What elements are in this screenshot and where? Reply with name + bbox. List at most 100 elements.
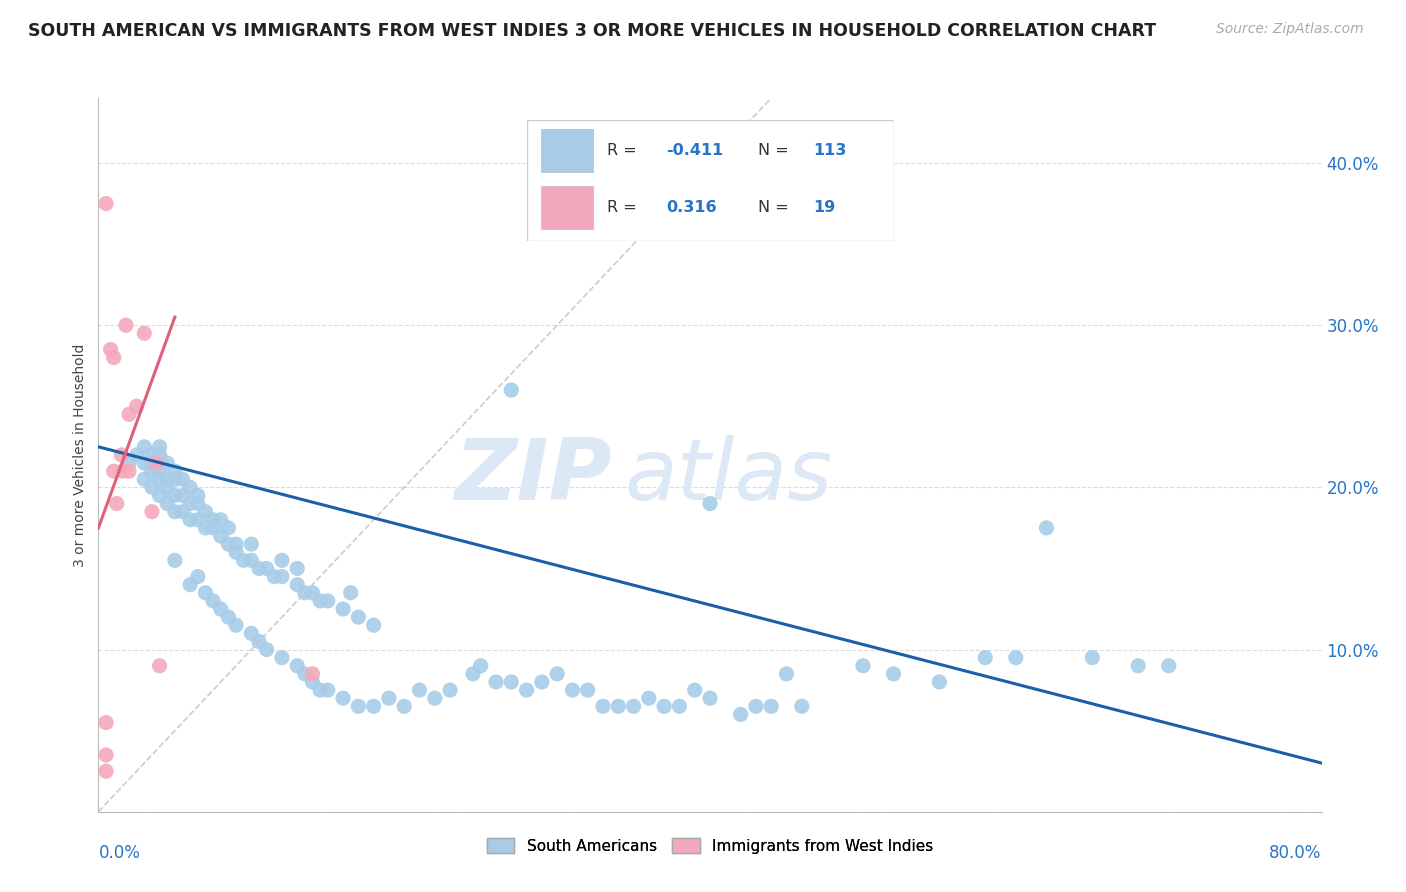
Point (194, 505, 217, 519)
Point (759, 699, 782, 714)
Point (187, 497, 209, 511)
Point (111, 464, 134, 478)
Point (163, 488, 186, 502)
Point (347, 699, 370, 714)
Point (194, 521, 217, 535)
Point (209, 513, 232, 527)
Point (103, 351, 125, 365)
Point (256, 642, 278, 657)
Point (883, 666, 905, 681)
Point (301, 675, 323, 690)
Point (209, 602, 232, 616)
Point (285, 577, 308, 591)
Point (163, 464, 186, 478)
Point (156, 480, 179, 494)
Point (316, 594, 339, 608)
Point (408, 683, 430, 698)
Point (172, 488, 194, 502)
Point (156, 456, 179, 470)
Point (141, 464, 163, 478)
Point (270, 553, 292, 567)
Point (103, 464, 125, 478)
Point (470, 658, 492, 673)
Point (363, 699, 385, 714)
Point (1128, 658, 1150, 673)
Point (485, 675, 508, 690)
Point (546, 666, 568, 681)
Point (172, 505, 194, 519)
Point (156, 472, 179, 486)
Point (187, 488, 209, 502)
Point (187, 513, 209, 527)
Point (94, 715, 117, 730)
Point (256, 561, 278, 575)
Point (623, 699, 645, 714)
Point (1004, 650, 1026, 665)
Point (172, 472, 194, 486)
Point (775, 666, 797, 681)
Point (790, 699, 813, 714)
Point (118, 408, 141, 422)
Point (652, 699, 675, 714)
Point (94, 764, 117, 779)
Point (149, 658, 172, 673)
Point (316, 683, 339, 698)
Point (141, 505, 163, 519)
Point (217, 610, 239, 624)
Point (125, 448, 148, 462)
Point (516, 683, 538, 698)
Point (194, 586, 217, 600)
Point (301, 666, 323, 681)
Point (392, 699, 416, 714)
Point (163, 472, 186, 486)
Point (179, 513, 201, 527)
Point (247, 561, 270, 575)
Point (530, 675, 553, 690)
Point (501, 675, 523, 690)
Point (209, 529, 232, 543)
Point (149, 488, 172, 502)
Point (294, 586, 316, 600)
Y-axis label: 3 or more Vehicles in Household: 3 or more Vehicles in Household (73, 343, 87, 566)
Point (730, 707, 752, 722)
Point (1035, 521, 1057, 535)
Point (1157, 658, 1180, 673)
Point (270, 569, 292, 583)
Point (576, 683, 599, 698)
Point (156, 497, 179, 511)
Point (94, 747, 117, 762)
Point (294, 666, 316, 681)
Point (461, 666, 484, 681)
Text: atlas: atlas (624, 434, 832, 518)
Point (309, 594, 332, 608)
Point (94, 196, 117, 211)
Point (149, 448, 172, 462)
Point (332, 602, 354, 616)
Point (699, 497, 721, 511)
Text: Source: ZipAtlas.com: Source: ZipAtlas.com (1216, 22, 1364, 37)
Point (332, 691, 354, 706)
Point (974, 650, 997, 665)
Point (118, 456, 141, 470)
Text: 0.0%: 0.0% (98, 844, 141, 862)
Point (668, 699, 690, 714)
Point (134, 456, 156, 470)
Point (637, 691, 661, 706)
Point (561, 683, 583, 698)
Point (240, 626, 263, 640)
Point (501, 383, 523, 397)
Point (110, 448, 132, 462)
Point (247, 634, 270, 648)
Point (225, 537, 247, 551)
Text: SOUTH AMERICAN VS IMMIGRANTS FROM WEST INDIES 3 OR MORE VEHICLES IN HOUSEHOLD CO: SOUTH AMERICAN VS IMMIGRANTS FROM WEST I… (28, 22, 1156, 40)
Point (202, 521, 225, 535)
Point (163, 505, 186, 519)
Point (439, 683, 461, 698)
Point (270, 650, 292, 665)
Point (683, 683, 706, 698)
Text: 80.0%: 80.0% (1270, 844, 1322, 862)
Point (339, 586, 361, 600)
Point (202, 594, 225, 608)
Point (149, 464, 172, 478)
Point (163, 553, 186, 567)
